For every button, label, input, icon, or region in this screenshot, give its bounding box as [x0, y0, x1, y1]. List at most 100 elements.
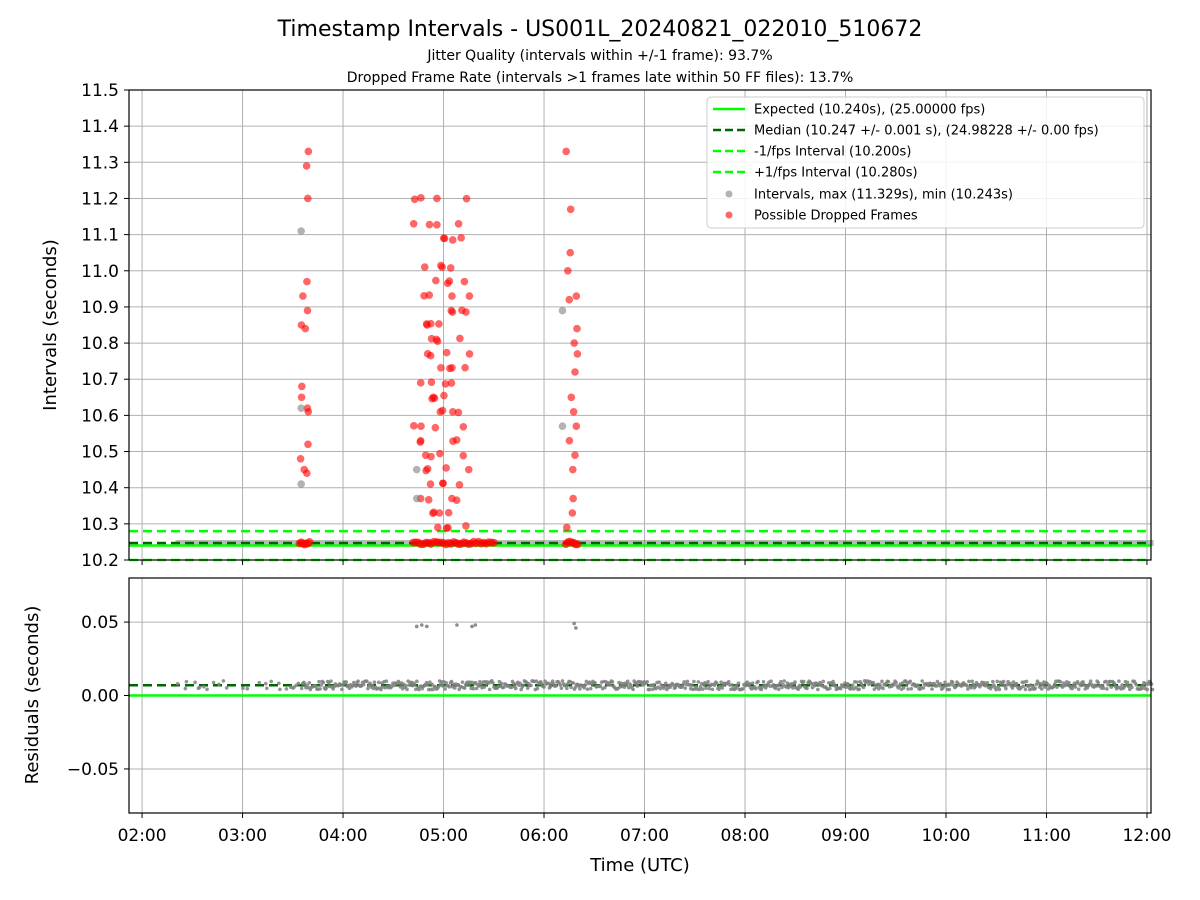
residual-point [1021, 684, 1026, 689]
residual-point [696, 680, 701, 684]
residual-point [1039, 687, 1044, 691]
residual-point [1075, 680, 1080, 684]
dropped-frame-point [410, 195, 419, 204]
residual-point [329, 679, 333, 683]
residual-point [344, 680, 348, 684]
intervals-y-tick-label: 11.2 [81, 189, 119, 209]
x-tick-label: 03:00 [218, 826, 267, 846]
residual-point [412, 682, 417, 687]
x-tick-label: 06:00 [520, 826, 569, 846]
residual-point [844, 685, 848, 689]
residual-point [447, 685, 452, 689]
residual-outlier-point [572, 621, 576, 626]
residual-point [356, 679, 360, 683]
dropped-frame-point [420, 263, 429, 271]
residual-point [985, 680, 990, 685]
dropped-frame-point [422, 320, 431, 328]
dropped-frame-point [573, 540, 582, 549]
residual-point [384, 679, 389, 683]
dropped-frame-point [571, 451, 579, 459]
x-tick-label: 07:00 [620, 826, 669, 846]
residual-point [471, 686, 476, 691]
residual-point [321, 680, 326, 685]
residual-point [769, 679, 773, 684]
residual-point [1076, 687, 1081, 691]
residual-point [365, 679, 369, 683]
x-tick-label: 10:00 [921, 826, 970, 846]
residual-point [906, 687, 910, 691]
residual-point [947, 687, 952, 692]
residual-point [970, 679, 974, 684]
intervals-y-tick-label: 11.4 [81, 117, 119, 137]
dropped-frame-point [569, 494, 577, 503]
residual-point [1117, 679, 1121, 683]
intervals-y-tick-label: 11.5 [81, 81, 119, 101]
residual-point [743, 684, 747, 688]
residual-point [1067, 680, 1071, 685]
residual-point [554, 684, 558, 688]
dropped-frame-point [565, 436, 574, 445]
dropped-frame-point [442, 348, 451, 357]
residual-point [707, 686, 711, 691]
residual-point [1043, 685, 1047, 689]
residual-point [1052, 682, 1057, 686]
residual-outlier-point [419, 623, 424, 627]
residual-point [909, 686, 914, 691]
residual-point [791, 686, 795, 690]
residual-point [635, 684, 640, 688]
residual-point [241, 686, 245, 691]
x-tick-label: 02:00 [118, 826, 167, 846]
interval-point [558, 422, 567, 431]
residual-point [529, 683, 533, 688]
residual-point [603, 685, 607, 690]
residual-point [565, 686, 569, 691]
residual-point [736, 681, 741, 685]
dropped-frame-point [303, 469, 311, 478]
dropped-frame-point [432, 276, 440, 285]
dropped-frame-point [410, 422, 418, 430]
dropped-frame-point [460, 277, 469, 286]
dropped-frame-point [417, 422, 425, 431]
residual-point [487, 687, 492, 692]
dropped-frame-point [304, 407, 313, 416]
residual-point [663, 681, 668, 686]
chart-subtitle-dropped: Dropped Frame Rate (intervals >1 frames … [347, 70, 854, 86]
residual-point [588, 686, 593, 691]
residual-point [671, 683, 676, 687]
residual-point [1134, 683, 1139, 687]
residual-point [886, 679, 891, 684]
legend-marker-intervals [725, 190, 733, 198]
dropped-frame-point [489, 538, 498, 547]
residual-point [449, 679, 454, 684]
dropped-frame-point [440, 391, 448, 400]
residual-point [793, 680, 797, 684]
dropped-frame-point [457, 234, 465, 242]
residual-point [608, 683, 613, 687]
x-tick-label: 08:00 [721, 826, 770, 846]
dropped-frame-point [462, 194, 471, 203]
x-tick-label: 04:00 [319, 826, 368, 846]
dropped-frame-point [456, 334, 464, 343]
dropped-frame-point [465, 350, 474, 358]
residual-point [997, 687, 1002, 692]
residual-point [558, 683, 563, 687]
residual-point [833, 684, 838, 688]
residual-point [518, 681, 522, 686]
residual-point [683, 686, 688, 690]
residual-point [846, 682, 851, 687]
dropped-frame-point [448, 308, 457, 316]
residual-point [525, 686, 530, 690]
residual-point [1145, 687, 1149, 692]
residual-point [499, 681, 504, 686]
residuals-y-ticks: −0.05 0.00 0.05 [67, 613, 129, 780]
interval-point [297, 227, 305, 235]
residual-point [950, 680, 955, 684]
x-tick-label: 12:00 [1122, 826, 1171, 846]
dropped-frame-point [304, 194, 312, 203]
residual-point [1001, 679, 1006, 684]
residual-point [340, 687, 344, 692]
residual-point [964, 683, 969, 688]
residual-point [861, 685, 866, 690]
dropped-frame-point [573, 350, 582, 358]
dropped-frame-point [436, 408, 445, 416]
